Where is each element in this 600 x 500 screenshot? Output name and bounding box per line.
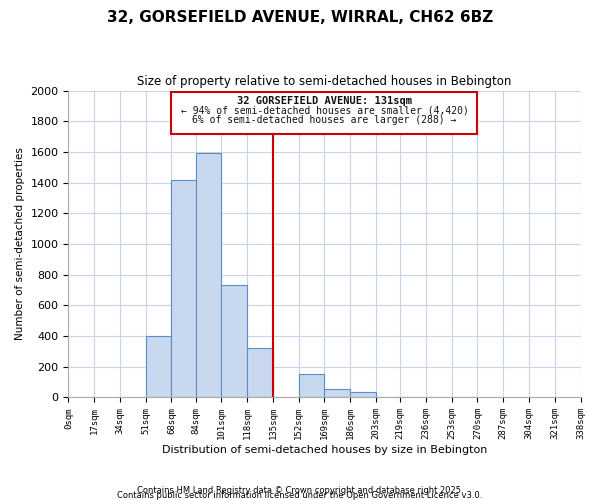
Bar	[172, 180, 196, 398]
Text: ← 94% of semi-detached houses are smaller (4,420): ← 94% of semi-detached houses are smalle…	[181, 106, 469, 116]
Text: 32 GORSEFIELD AVENUE: 131sqm: 32 GORSEFIELD AVENUE: 131sqm	[237, 96, 412, 106]
FancyBboxPatch shape	[172, 92, 478, 134]
Title: Size of property relative to semi-detached houses in Bebington: Size of property relative to semi-detach…	[137, 75, 512, 88]
Bar	[196, 154, 221, 398]
Bar	[247, 348, 273, 398]
Bar	[299, 374, 325, 398]
Text: 32, GORSEFIELD AVENUE, WIRRAL, CH62 6BZ: 32, GORSEFIELD AVENUE, WIRRAL, CH62 6BZ	[107, 10, 493, 25]
X-axis label: Distribution of semi-detached houses by size in Bebington: Distribution of semi-detached houses by …	[162, 445, 487, 455]
Bar	[376, 396, 400, 398]
Bar	[146, 336, 172, 398]
Bar	[221, 286, 247, 398]
Bar	[350, 392, 376, 398]
Y-axis label: Number of semi-detached properties: Number of semi-detached properties	[15, 148, 25, 340]
Bar	[325, 389, 350, 398]
Text: Contains public sector information licensed under the Open Government Licence v3: Contains public sector information licen…	[118, 491, 482, 500]
Text: 6% of semi-detached houses are larger (288) →: 6% of semi-detached houses are larger (2…	[192, 115, 457, 125]
Text: Contains HM Land Registry data © Crown copyright and database right 2025.: Contains HM Land Registry data © Crown c…	[137, 486, 463, 495]
